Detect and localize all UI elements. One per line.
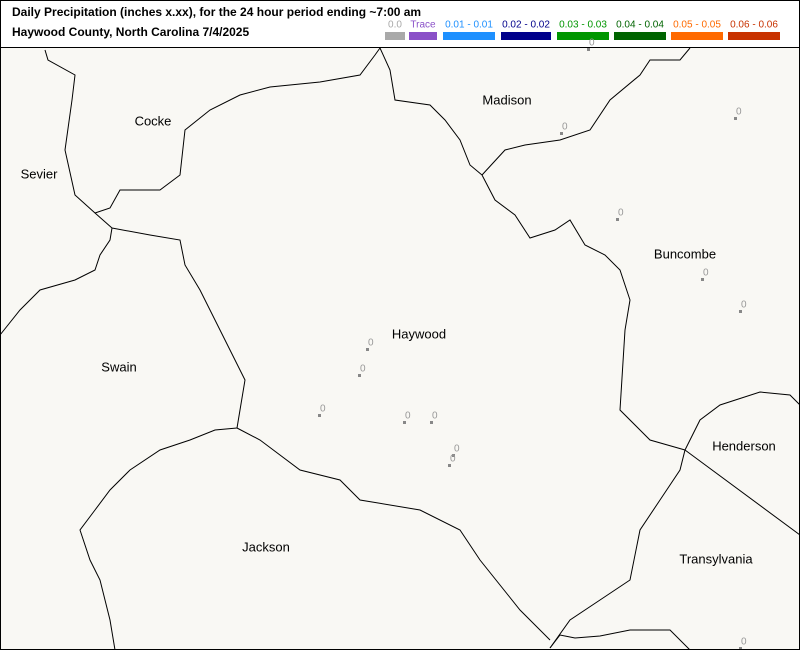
legend-swatch	[409, 32, 437, 40]
county-label: Jackson	[242, 539, 290, 554]
station-marker	[403, 421, 406, 424]
legend-swatch	[614, 32, 666, 40]
station-marker	[452, 454, 455, 457]
county-label: Cocke	[135, 113, 172, 128]
station-value: 0	[368, 338, 374, 349]
legend-label: 0.06 - 0.06	[730, 20, 778, 31]
station-marker	[616, 218, 619, 221]
legend-label: 0.03 - 0.03	[559, 20, 607, 31]
county-label: Swain	[101, 359, 136, 374]
station-value: 0	[741, 300, 747, 311]
county-boundaries	[0, 47, 800, 650]
station-marker	[430, 421, 433, 424]
legend-label: 0.01 - 0.01	[445, 20, 493, 31]
station-marker	[318, 414, 321, 417]
legend-swatch	[728, 32, 780, 40]
county-label: Transylvania	[679, 551, 753, 566]
station-marker	[448, 464, 451, 467]
station-value: 0	[562, 122, 568, 133]
station-value: 0	[618, 208, 624, 219]
legend-swatch	[501, 32, 551, 40]
station-marker	[739, 647, 742, 650]
legend-swatch	[671, 32, 723, 40]
station-value: 0	[432, 411, 438, 422]
county-label: Buncombe	[654, 246, 716, 261]
county-label: Sevier	[21, 166, 59, 181]
station-value: 0	[450, 454, 456, 465]
legend-swatch	[557, 32, 609, 40]
station-marker	[358, 374, 361, 377]
station-value: 0	[320, 404, 326, 415]
legend-label: 0.02 - 0.02	[502, 20, 550, 31]
legend-swatch	[385, 32, 405, 40]
title: Daily Precipitation (inches x.xx), for t…	[12, 5, 421, 19]
station-value: 0	[405, 411, 411, 422]
station-marker	[734, 117, 737, 120]
subtitle: Haywood County, North Carolina 7/4/2025	[12, 25, 249, 39]
legend-label: 0.0	[388, 20, 402, 31]
legend-label: 0.04 - 0.04	[616, 20, 664, 31]
county-label: Haywood	[392, 326, 446, 341]
county-label: Henderson	[712, 438, 776, 453]
station-value: 0	[454, 444, 460, 455]
station-value: 0	[589, 38, 595, 49]
legend-swatch	[443, 32, 495, 40]
legend-label: 0.05 - 0.05	[673, 20, 721, 31]
station-marker	[587, 48, 590, 51]
station-marker	[739, 310, 742, 313]
station-marker	[701, 278, 704, 281]
station-marker	[560, 132, 563, 135]
station-value: 0	[703, 268, 709, 279]
station-value: 0	[360, 364, 366, 375]
station-value: 0	[736, 107, 742, 118]
station-value: 0	[741, 637, 747, 648]
legend-label: Trace	[410, 20, 436, 31]
county-label: Madison	[482, 92, 531, 107]
station-marker	[366, 348, 369, 351]
